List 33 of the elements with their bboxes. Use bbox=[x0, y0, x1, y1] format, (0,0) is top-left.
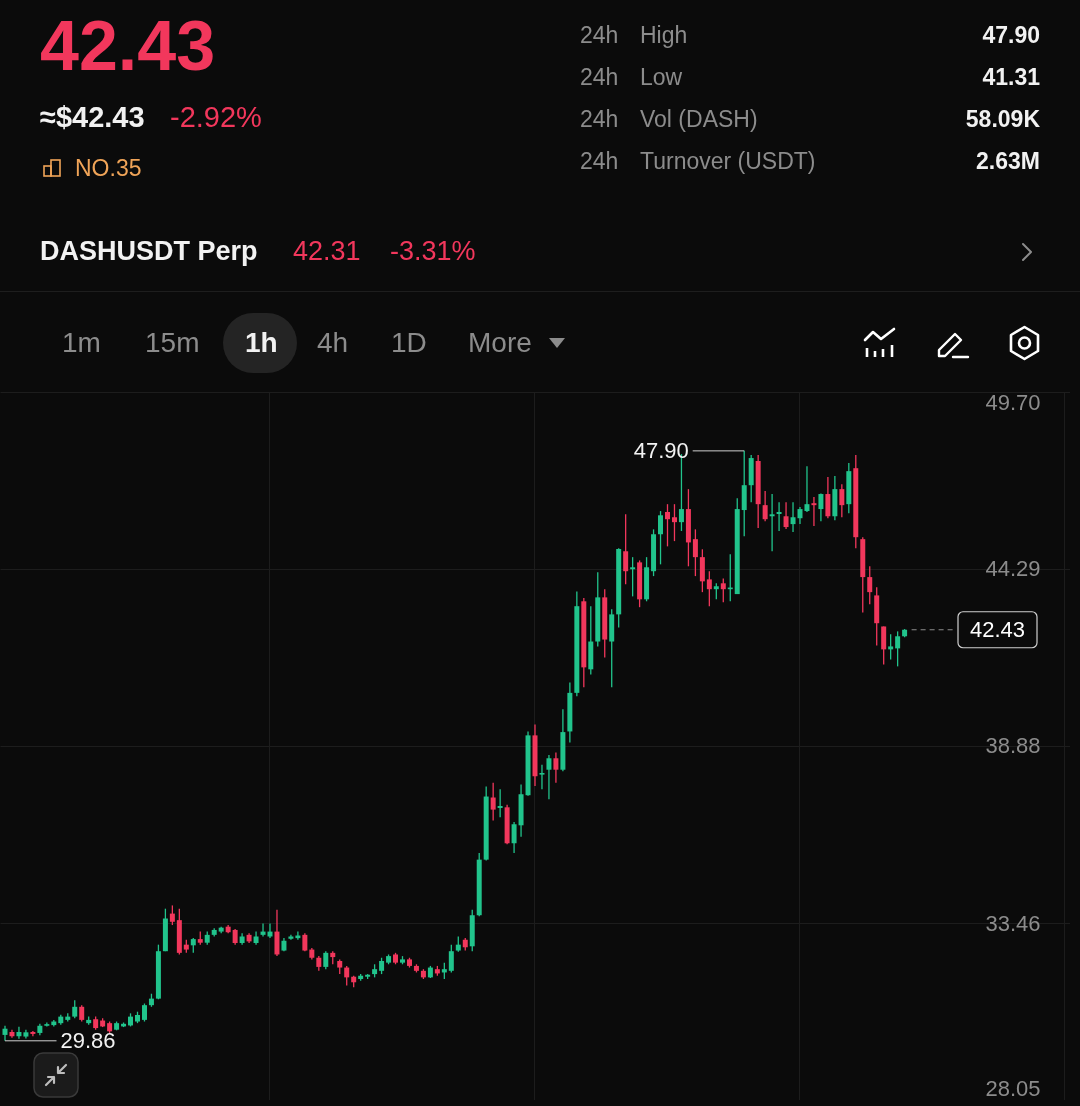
ref-line-label: 42.43 bbox=[969, 616, 1026, 642]
y-tick-label: 49.70 bbox=[985, 389, 1041, 415]
y-tick-label: 33.46 bbox=[985, 910, 1041, 936]
text: 41.31 bbox=[982, 63, 1040, 90]
text: 24h bbox=[580, 147, 619, 174]
annotation: 29.86 bbox=[60, 1027, 116, 1053]
y-tick-label: 44.29 bbox=[985, 556, 1041, 582]
text: Low bbox=[640, 63, 683, 90]
text: Turnover (USDT) bbox=[640, 147, 816, 174]
text: 58.09K bbox=[965, 105, 1040, 132]
text: 1h bbox=[245, 327, 278, 358]
text: 47.90 bbox=[982, 21, 1040, 48]
text: Vol (DASH) bbox=[640, 105, 758, 132]
text: DASHUSDT Perp bbox=[40, 235, 258, 266]
annotation: 47.90 bbox=[633, 437, 689, 463]
text: 24h bbox=[580, 63, 619, 90]
y-tick-label: 28.05 bbox=[985, 1075, 1041, 1101]
text: 42.43 bbox=[40, 7, 216, 85]
text: 24h bbox=[580, 105, 619, 132]
text: -2.92% bbox=[170, 100, 262, 133]
text: More bbox=[468, 327, 532, 358]
text: 15m bbox=[145, 327, 200, 358]
text: 1m bbox=[62, 327, 101, 358]
text: 1D bbox=[391, 327, 427, 358]
y-tick-label: 38.88 bbox=[985, 733, 1041, 759]
text: 24h bbox=[580, 21, 619, 48]
text: NO.35 bbox=[75, 154, 142, 181]
text: 2.63M bbox=[976, 147, 1040, 174]
text: 42.31 bbox=[293, 235, 361, 266]
text: ≈$42.43 bbox=[40, 100, 145, 133]
text: -3.31% bbox=[390, 235, 476, 266]
text: 4h bbox=[317, 327, 349, 358]
text: High bbox=[640, 21, 688, 48]
